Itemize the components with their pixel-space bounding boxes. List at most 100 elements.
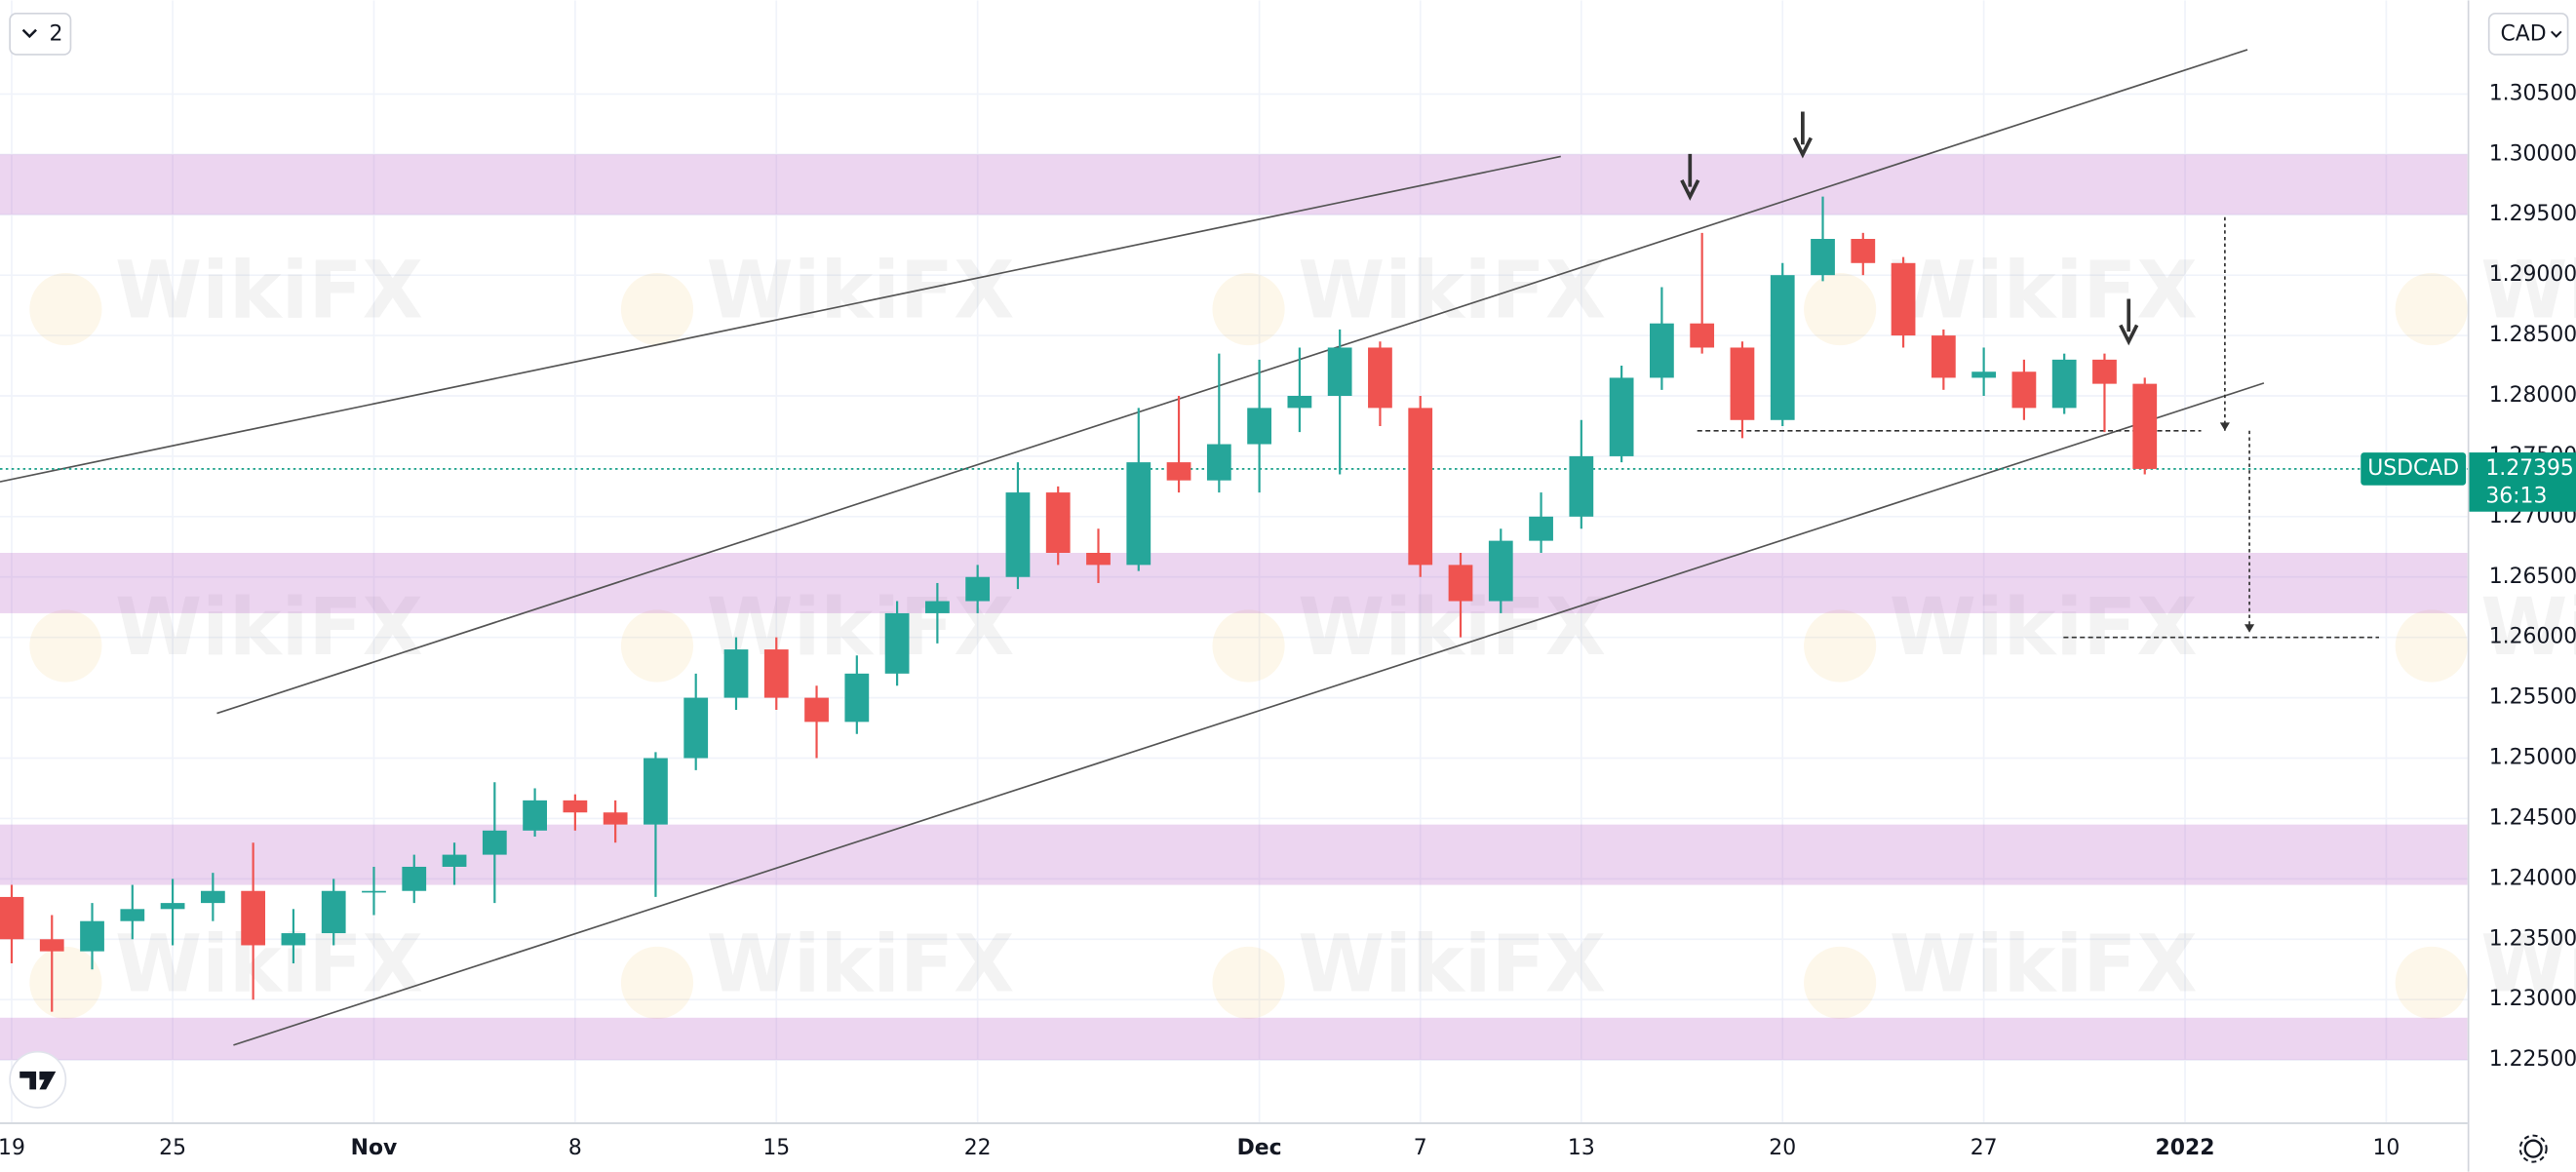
candle-body xyxy=(0,896,24,940)
watermark: WikiFX xyxy=(707,582,1015,674)
resistance-zone xyxy=(0,154,2468,215)
y-tick-label: 1.28000 xyxy=(2489,383,2576,408)
y-tick-label: 1.24000 xyxy=(2489,866,2576,890)
candle-body xyxy=(1206,444,1231,481)
candle-body xyxy=(1529,516,1553,541)
candle-body xyxy=(2051,359,2077,409)
candle-body xyxy=(1811,239,1835,276)
y-tick-label: 1.23500 xyxy=(2489,926,2576,951)
watermark: WikiFX xyxy=(707,246,1015,337)
resistance-zone xyxy=(0,824,2468,885)
watermark-logo xyxy=(1804,609,1877,683)
y-tick-label: 1.25500 xyxy=(2489,685,2576,710)
candle-body xyxy=(362,890,386,893)
candle-body xyxy=(120,909,145,921)
watermark: WikiFX xyxy=(1890,246,2198,337)
candle-body xyxy=(1891,262,1916,336)
watermark: WikiFX xyxy=(115,582,423,674)
candle-body xyxy=(2011,371,2037,409)
currency-button[interactable]: CAD xyxy=(2487,12,2569,56)
watermark-logo xyxy=(29,273,102,346)
watermark-logo xyxy=(1804,946,1877,1019)
candle-body xyxy=(1086,552,1111,566)
watermark-logo xyxy=(1212,946,1285,1019)
watermark-logo xyxy=(1212,273,1285,346)
watermark: WikiFX xyxy=(1298,246,1606,337)
watermark-logo xyxy=(29,946,102,1019)
symbol-label: USDCAD xyxy=(2367,456,2459,481)
watermark-logo xyxy=(2395,609,2468,683)
projection-head xyxy=(2244,624,2255,633)
watermark-logo xyxy=(620,946,694,1019)
candle-body xyxy=(804,697,829,723)
x-tick-label: 15 xyxy=(762,1136,790,1160)
watermark-logo xyxy=(620,273,694,346)
candle-body xyxy=(160,903,185,910)
candle-body xyxy=(644,758,668,825)
countdown-label: 36:13 xyxy=(2485,485,2547,509)
collapse-button[interactable]: 2 xyxy=(9,12,72,56)
candle-body xyxy=(563,800,588,813)
candle-body xyxy=(683,697,709,759)
x-tick-label: Dec xyxy=(1237,1136,1282,1160)
candle-body xyxy=(281,933,306,946)
resistance-zone xyxy=(0,552,2468,613)
y-tick-label: 1.23000 xyxy=(2489,987,2576,1011)
arrow-marker xyxy=(1792,111,1813,159)
trendline xyxy=(233,382,2265,1046)
settings-icon[interactable] xyxy=(2518,1134,2548,1163)
y-tick-label: 1.28500 xyxy=(2489,323,2576,347)
candle-body xyxy=(321,890,346,934)
trendline xyxy=(0,155,1561,483)
y-tick-label: 1.29500 xyxy=(2489,202,2576,226)
watermark: WikiFX xyxy=(1890,918,2198,1010)
candle-body xyxy=(844,673,870,723)
candle-body xyxy=(1287,396,1312,409)
trendline xyxy=(216,49,2248,715)
candle-body xyxy=(1730,347,1755,420)
candle-body xyxy=(1770,275,1795,420)
x-tick-label: 13 xyxy=(1568,1136,1595,1160)
y-tick-label: 1.22500 xyxy=(2489,1047,2576,1072)
candle-body xyxy=(39,939,64,952)
candle-body xyxy=(1327,347,1352,397)
x-tick-label: 10 xyxy=(2372,1136,2400,1160)
y-tick-label: 1.26500 xyxy=(2489,565,2576,589)
candle-body xyxy=(1650,323,1674,378)
watermark-logo xyxy=(1212,609,1285,683)
watermark: WikiFX xyxy=(2480,918,2576,1010)
candle-body xyxy=(2132,383,2158,469)
x-tick-label: 22 xyxy=(964,1136,992,1160)
logo[interactable] xyxy=(9,1050,67,1109)
candle-body xyxy=(523,800,547,831)
watermark: WikiFX xyxy=(2480,246,2576,337)
candle-body xyxy=(241,890,266,946)
x-tick-label: 19 xyxy=(0,1136,25,1160)
watermark: WikiFX xyxy=(115,246,423,337)
candle-body xyxy=(723,649,749,698)
y-tick-label: 1.30500 xyxy=(2489,81,2576,105)
watermark: WikiFX xyxy=(1298,918,1606,1010)
candle-body xyxy=(442,854,467,867)
x-tick-label: Nov xyxy=(351,1136,398,1160)
y-tick-label: 1.26000 xyxy=(2489,625,2576,649)
candle-body xyxy=(1971,371,1997,378)
x-tick-label: 8 xyxy=(568,1136,582,1160)
candle-body xyxy=(482,830,507,855)
watermark: WikiFX xyxy=(115,918,423,1010)
candle-body xyxy=(1166,462,1191,481)
candle-body xyxy=(1690,323,1715,348)
candle-body xyxy=(1488,540,1513,602)
candle-body xyxy=(1126,462,1151,566)
candle-body xyxy=(1045,492,1071,553)
y-tick-label: 1.29000 xyxy=(2489,262,2576,287)
watermark: WikiFX xyxy=(707,918,1015,1010)
arrow-marker xyxy=(2119,298,2139,346)
candle-body xyxy=(80,920,104,952)
y-tick-label: 1.24500 xyxy=(2489,805,2576,830)
y-tick-label: 1.25000 xyxy=(2489,746,2576,770)
candle-body xyxy=(603,812,628,825)
watermark: WikiFX xyxy=(1890,582,2198,674)
